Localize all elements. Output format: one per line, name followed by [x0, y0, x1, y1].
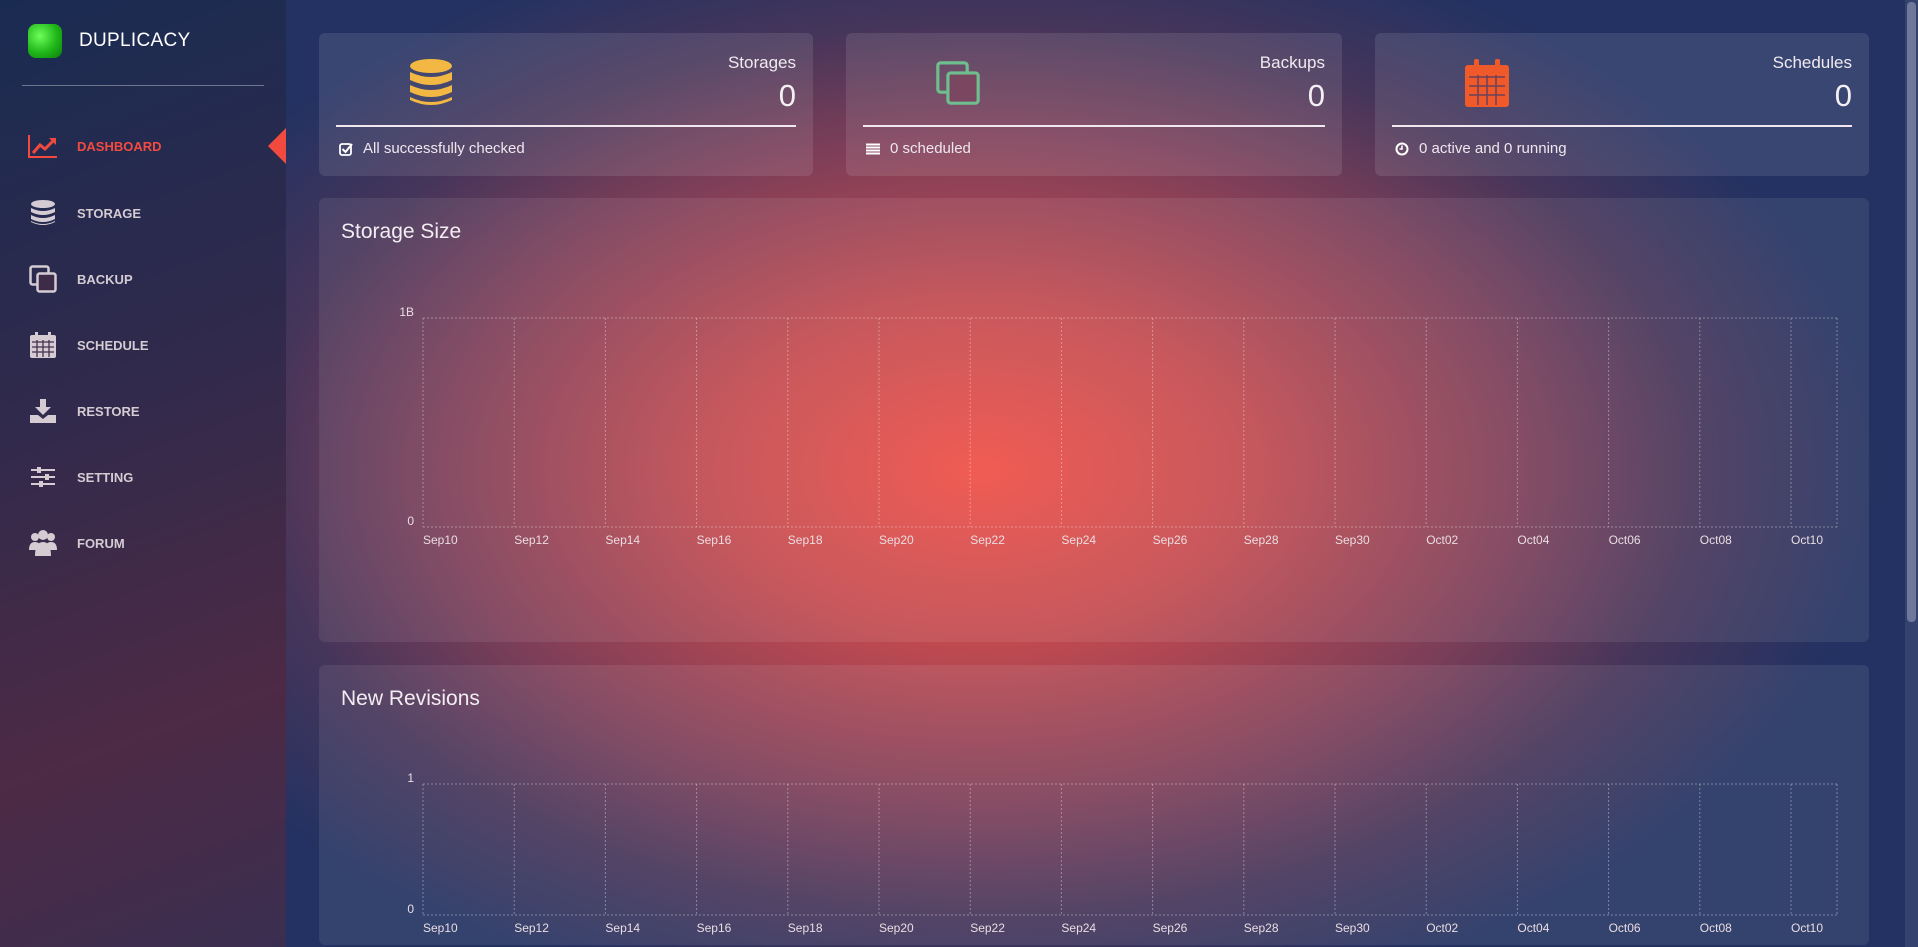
- sidebar-item-label: RESTORE: [77, 403, 140, 419]
- calendar-icon: [1465, 57, 1509, 109]
- sidebar-item-label: DASHBOARD: [77, 138, 162, 154]
- y-tick-label: 1: [407, 771, 414, 785]
- x-tick-label: Oct02: [1426, 533, 1458, 547]
- x-tick-label: Sep28: [1244, 533, 1279, 547]
- x-tick-label: Sep22: [970, 921, 1005, 935]
- card-footer: All successfully checked: [339, 140, 525, 157]
- card-footer-text: 0 active and 0 running: [1419, 140, 1567, 157]
- active-indicator: [268, 128, 286, 164]
- sidebar-item-forum[interactable]: FORUM: [0, 523, 286, 563]
- card-footer: 0 scheduled: [866, 140, 971, 157]
- y-tick-label: 1B: [399, 305, 414, 319]
- sidebar-item-restore[interactable]: RESTORE: [0, 391, 286, 431]
- x-tick-label: Sep30: [1335, 921, 1370, 935]
- card-divider: [336, 125, 796, 127]
- users-icon: [28, 528, 58, 558]
- new-revisions-chart: 0 1 Sep10 Sep12 Sep14 Sep16 Sep18 Sep20 Sep22 Sep…: [407, 771, 1838, 935]
- scrollbar-thumb[interactable]: [1907, 2, 1916, 622]
- sidebar-item-label: BACKUP: [77, 271, 133, 287]
- copy-icon: [936, 57, 980, 109]
- x-tick-label: Oct10: [1791, 533, 1823, 547]
- sidebar-divider: [22, 85, 264, 86]
- sliders-icon: [28, 462, 58, 492]
- app-name: DUPLICACY: [79, 30, 191, 51]
- x-tick-label: Oct02: [1426, 921, 1458, 935]
- scrollbar[interactable]: [1905, 0, 1918, 947]
- new-revisions-panel: New Revisions 0 1 Sep10 Sep12 Sep14 Sep16 Sep1…: [319, 665, 1869, 945]
- schedules-card[interactable]: Schedules 0 0 active and 0 running: [1375, 33, 1869, 176]
- x-tick-label: Oct08: [1700, 533, 1732, 547]
- copy-icon: [28, 264, 58, 294]
- sidebar-item-label: STORAGE: [77, 205, 142, 221]
- card-title: Backups: [1259, 53, 1325, 72]
- x-tick-label: Oct04: [1517, 533, 1549, 547]
- card-divider: [1392, 125, 1852, 127]
- y-tick-label: 0: [407, 902, 414, 916]
- duplicacy-logo-icon: [28, 24, 62, 58]
- sidebar-item-setting[interactable]: SETTING: [0, 457, 286, 497]
- x-tick-label: Sep16: [697, 533, 732, 547]
- x-tick-label: Sep20: [879, 533, 914, 547]
- card-title: Storages: [727, 53, 796, 72]
- sidebar-item-label: SETTING: [77, 469, 134, 485]
- card-footer: 0 active and 0 running: [1395, 140, 1567, 157]
- x-tick-label: Oct06: [1609, 921, 1641, 935]
- check-square-icon: [339, 142, 353, 156]
- x-tick-label: Sep14: [605, 921, 640, 935]
- backups-card[interactable]: Backups 0 0 scheduled: [846, 33, 1342, 176]
- card-value: 0: [1834, 78, 1852, 113]
- calendar-icon: [28, 330, 58, 360]
- x-tick-label: Oct08: [1700, 921, 1732, 935]
- x-tick-label: Sep14: [605, 533, 640, 547]
- storage-size-chart: 0 1B Sep10 Sep12 Sep14 Sep16 Sep18 Sep20 Sep22 Se…: [399, 305, 1838, 547]
- sidebar-item-label: FORUM: [77, 535, 125, 551]
- sidebar-item-schedule[interactable]: SCHEDULE: [0, 325, 286, 365]
- y-tick-label: 0: [407, 514, 414, 528]
- card-footer-text: 0 scheduled: [890, 140, 971, 157]
- card-value: 0: [778, 78, 796, 113]
- storage-size-panel: Storage Size 0 1B Sep10 Sep12 Sep14 Sep16 Sep1…: [319, 198, 1869, 642]
- x-tick-label: Oct10: [1791, 921, 1823, 935]
- card-title: Schedules: [1772, 53, 1852, 72]
- x-tick-label: Oct06: [1609, 533, 1641, 547]
- x-tick-label: Sep24: [1061, 921, 1096, 935]
- database-icon: [409, 57, 453, 109]
- line-chart-icon: [28, 131, 58, 161]
- sidebar: DUPLICACY DASHBOARD STORAGE BACKUP SCHED…: [0, 0, 286, 947]
- x-tick-label: Sep16: [697, 921, 732, 935]
- x-tick-label: Sep12: [514, 533, 549, 547]
- x-tick-label: Oct04: [1517, 921, 1549, 935]
- chart-title: Storage Size: [341, 220, 462, 243]
- x-tick-label: Sep26: [1153, 921, 1188, 935]
- card-divider: [863, 125, 1325, 127]
- x-tick-label: Sep30: [1335, 533, 1370, 547]
- card-value: 0: [1307, 78, 1325, 113]
- storages-card[interactable]: Storages 0 All successfully checked: [319, 33, 813, 176]
- x-tick-label: Sep26: [1153, 533, 1188, 547]
- x-tick-label: Sep10: [423, 533, 458, 547]
- x-tick-label: Sep22: [970, 533, 1005, 547]
- x-tick-label: Sep24: [1061, 533, 1096, 547]
- x-tick-label: Sep10: [423, 921, 458, 935]
- card-footer-text: All successfully checked: [363, 140, 525, 157]
- sidebar-item-dashboard[interactable]: DASHBOARD: [0, 126, 286, 166]
- x-tick-label: Sep12: [514, 921, 549, 935]
- x-tick-label: Sep18: [788, 533, 823, 547]
- sidebar-item-storage[interactable]: STORAGE: [0, 193, 286, 233]
- sidebar-item-label: SCHEDULE: [77, 337, 149, 353]
- chart-title: New Revisions: [341, 687, 480, 710]
- x-tick-label: Sep18: [788, 921, 823, 935]
- x-tick-label: Sep28: [1244, 921, 1279, 935]
- clock-icon: [1395, 142, 1409, 155]
- x-tick-label: Sep20: [879, 921, 914, 935]
- download-icon: [28, 396, 58, 426]
- database-icon: [28, 198, 58, 228]
- list-icon: [866, 143, 880, 154]
- sidebar-item-backup[interactable]: BACKUP: [0, 259, 286, 299]
